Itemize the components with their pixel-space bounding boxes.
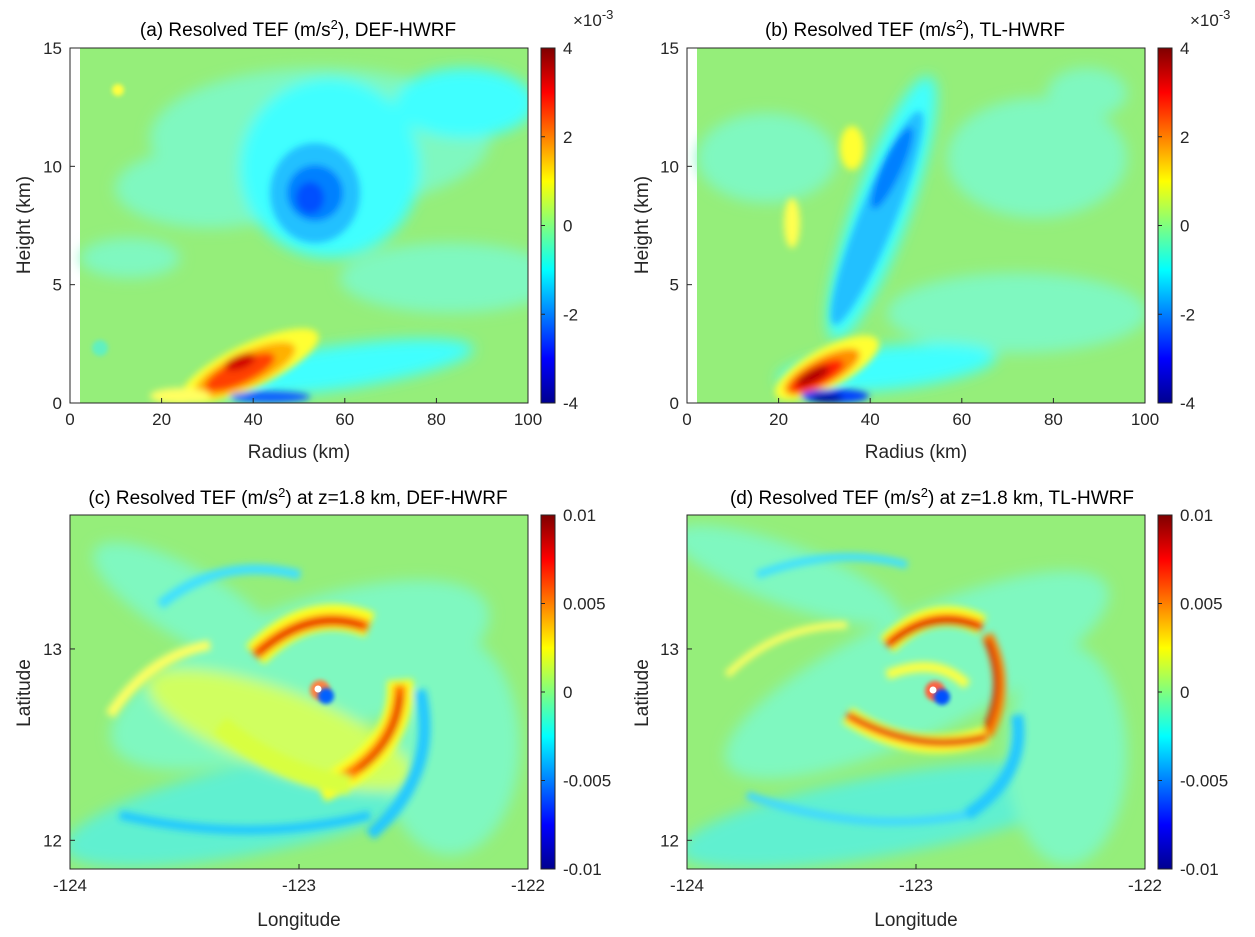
panel-b-ylabel: Height (km)	[632, 176, 653, 274]
panel-b-colorbar-label: 2	[1180, 128, 1189, 147]
panel-d-colorbar-label: -0.01	[1180, 860, 1219, 879]
panel-a-ytick-label: 15	[43, 39, 62, 58]
panel-a-xlabel: Radius (km)	[248, 442, 350, 463]
panel-b-title: (b) Resolved TEF (m/s2), TL-HWRF	[765, 17, 1065, 42]
panel-a-colorbar-label: 0	[563, 217, 572, 236]
panel-c-plot-area	[70, 515, 528, 869]
panel-d-axes: -124 -123 -122 12 13	[660, 640, 1162, 895]
panel-d-xtick-label: -123	[899, 876, 933, 895]
panel-a-colorbar-multiplier: ×10-3	[573, 7, 613, 31]
panel-b-xtick-label: 0	[682, 410, 691, 429]
panel-c-colorbar-label: 0.01	[563, 506, 596, 525]
panel-b-xlabel: Radius (km)	[865, 442, 967, 463]
panel-d-colorbar-label: 0	[1180, 683, 1189, 702]
panel-c-xlabel: Longitude	[257, 910, 340, 931]
panel-b-ytick-label: 5	[670, 276, 679, 295]
panel-c-colorbar-label: -0.01	[563, 860, 602, 879]
panel-c-colorbar: 0.01 0.005 0 -0.005 -0.01	[540, 506, 611, 879]
panel-c-ylabel: Latitude	[14, 659, 35, 727]
panel-b-colorbar-multiplier: ×10-3	[1190, 7, 1230, 31]
panel-a-plot-area	[70, 48, 528, 403]
panel-a-broad-field	[80, 68, 528, 398]
panel-a-xtick-label: 40	[244, 410, 263, 429]
panel-b-colorbar-label: 4	[1180, 39, 1189, 58]
panel-a-colorbar: 4 2 0 -2 -4 ×10-3	[540, 7, 613, 413]
panel-a-ytick-label: 5	[53, 276, 62, 295]
panel-b-colorbar-label: 0	[1180, 217, 1189, 236]
panel-d: (d) Resolved TEF (m/s2) at z=1.8 km, TL-…	[632, 485, 1228, 932]
panel-c-title: (c) Resolved TEF (m/s2) at z=1.8 km, DEF…	[88, 485, 507, 510]
panel-a-core-features	[150, 143, 360, 403]
panel-d-title: (d) Resolved TEF (m/s2) at z=1.8 km, TL-…	[730, 485, 1134, 510]
panel-d-xtick-label: -122	[1128, 876, 1162, 895]
panel-d-bands	[724, 553, 1025, 826]
panel-a-axes: 0 20 40 60 80 100 0 5 10 15	[43, 39, 542, 429]
panel-a-colorbar-label: 2	[563, 128, 572, 147]
panel-b-xtick-label: 100	[1131, 410, 1159, 429]
panel-a-xtick-label: 60	[335, 410, 354, 429]
panel-c-bands	[105, 564, 431, 840]
panel-d-eye	[925, 681, 950, 705]
panel-c-eye	[310, 680, 334, 704]
panel-d-xtick-label: -124	[670, 876, 704, 895]
panel-a-xtick-label: 100	[514, 410, 542, 429]
panel-a-xtick-label: 0	[65, 410, 74, 429]
panel-a-ytick-label: 10	[43, 157, 62, 176]
panel-d-xlabel: Longitude	[874, 910, 957, 931]
panel-a: (a) Resolved TEF (m/s2), DEF-HWRF	[14, 7, 613, 464]
panel-c-xtick-label: -122	[511, 876, 545, 895]
panel-b-plot-area	[687, 48, 1145, 403]
panel-b-ytick-label: 10	[660, 157, 679, 176]
panel-b-ytick-label: 15	[660, 39, 679, 58]
panel-b-axes: 0 20 40 60 80 100 0 5 10 15	[660, 39, 1159, 429]
panel-d-colorbar: 0.01 0.005 0 -0.005 -0.01	[1157, 506, 1228, 879]
panel-b-xtick-label: 40	[861, 410, 880, 429]
panel-a-ylabel: Height (km)	[14, 176, 35, 274]
panel-d-colorbar-label: -0.005	[1180, 772, 1228, 791]
panel-d-ytick-label: 13	[660, 640, 679, 659]
panel-c-colorbar-label: -0.005	[563, 772, 611, 791]
panel-b-xtick-label: 20	[769, 410, 788, 429]
panel-c-colorbar-label: 0.005	[563, 595, 606, 614]
panel-c-xtick-label: -124	[53, 876, 87, 895]
panel-d-colorbar-label: 0.01	[1180, 506, 1213, 525]
panel-a-xtick-label: 80	[427, 410, 446, 429]
panel-b-colorbar: 4 2 0 -2 -4 ×10-3	[1157, 7, 1230, 413]
panel-a-title: (a) Resolved TEF (m/s2), DEF-HWRF	[140, 17, 456, 42]
panel-b-xtick-label: 80	[1044, 410, 1063, 429]
panel-b-axes-frame	[686, 47, 1146, 404]
panel-c-spiral-field	[70, 542, 520, 867]
panel-d-colorbar-label: 0.005	[1180, 595, 1223, 614]
panel-b-xtick-label: 60	[952, 410, 971, 429]
panel-a-colorbar-label: -2	[563, 305, 578, 324]
panel-d-plot-area	[687, 515, 1145, 869]
panel-a-xtick-label: 20	[152, 410, 171, 429]
panel-c-ytick-label: 12	[43, 831, 62, 850]
panel-a-colorbar-label: -4	[563, 394, 578, 413]
panel-b-colorbar-label: -2	[1180, 305, 1195, 324]
panel-c-ytick-label: 13	[43, 640, 62, 659]
panel-a-colorbar-label: 4	[563, 39, 572, 58]
panel-c-colorbar-label: 0	[563, 683, 572, 702]
panel-b: (b) Resolved TEF (m/s2), TL-HWRF	[632, 7, 1230, 464]
panel-d-ylabel: Latitude	[632, 659, 653, 727]
panel-b-colorbar-label: -4	[1180, 394, 1195, 413]
panel-a-small-features	[92, 84, 124, 356]
panel-d-ytick-label: 12	[660, 831, 679, 850]
panel-b-core-features	[774, 111, 924, 403]
panel-c-axes: -124 -123 -122 12 13	[43, 640, 545, 895]
panel-a-ytick-label: 0	[53, 394, 62, 413]
panel-b-ytick-label: 0	[670, 394, 679, 413]
panel-c: (c) Resolved TEF (m/s2) at z=1.8 km, DEF…	[14, 485, 611, 932]
panel-a-axes-frame	[69, 47, 529, 404]
panel-c-xtick-label: -123	[282, 876, 316, 895]
